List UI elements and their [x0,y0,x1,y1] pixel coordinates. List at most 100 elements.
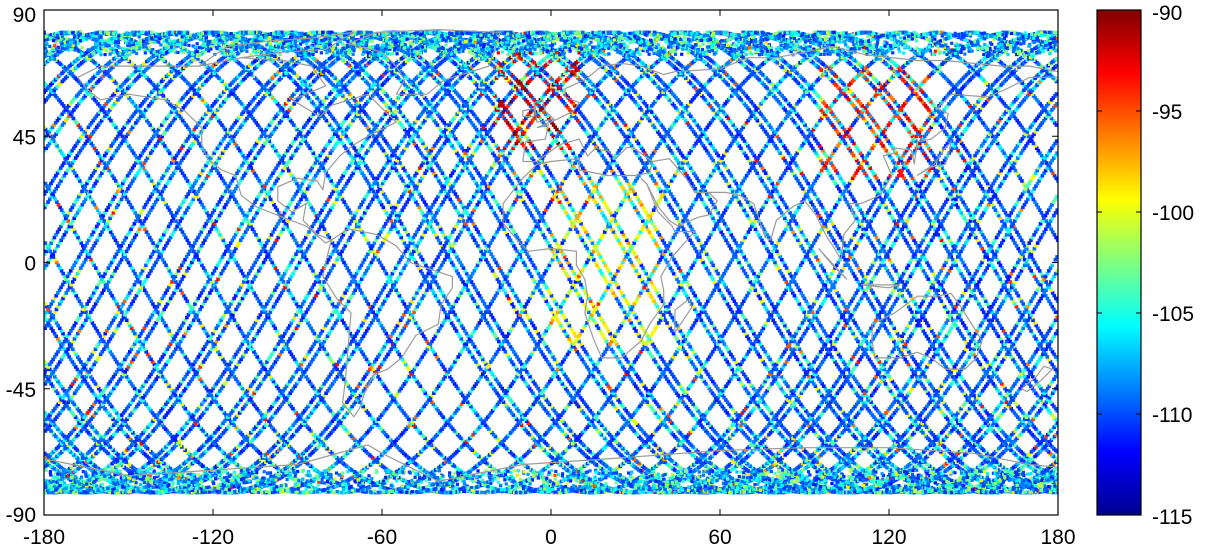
track-point [887,374,891,379]
track-point [657,404,661,409]
track-point [529,377,534,381]
track-point [887,318,892,323]
track-point [914,413,919,417]
track-point [878,127,882,132]
track-point [517,238,521,243]
track-point [592,244,596,248]
track-point [685,339,689,344]
track-point [519,413,524,417]
track-point [835,402,839,407]
track-point [776,192,781,196]
track-point [1034,427,1038,431]
track-point [49,419,54,423]
track-point [922,194,926,199]
track-point [681,334,686,339]
track-point [489,90,494,94]
track-point [567,323,572,328]
track-point [672,94,677,98]
track-point [622,406,627,411]
track-point [752,104,757,108]
track-point [836,404,841,409]
track-point [861,389,865,393]
track-point [998,379,1002,384]
track-point [734,181,739,186]
track-point [632,419,637,423]
track-point [559,189,564,194]
track-point [626,302,630,306]
track-point [883,134,887,139]
track-point [559,134,564,139]
track-point [698,302,702,306]
track-point [566,200,570,204]
track-point [931,211,936,215]
track-point [727,171,732,175]
track-point [964,382,968,386]
track-point [1050,402,1055,407]
track-point [929,384,934,389]
track-point [736,184,740,188]
track-point [625,125,629,130]
track-point [689,347,694,352]
track-point [420,197,425,202]
track-point [595,310,599,314]
track-point [592,184,597,188]
track-point [876,179,881,183]
track-point [513,293,518,298]
track-point [641,326,645,331]
track-point [624,238,629,243]
track-point [660,238,665,243]
track-point [849,90,853,94]
track-point [769,360,774,364]
track-point [505,219,510,223]
track-point [729,293,733,298]
track-point [784,205,789,210]
track-point [847,134,851,139]
track-point [685,161,690,165]
track-point [661,411,666,415]
track-point [545,114,549,119]
track-point [892,148,897,153]
track-point [608,386,612,391]
track-point [606,431,610,435]
track-point [633,90,638,94]
track-point [716,271,720,276]
track-point [781,260,786,265]
track-point [744,94,749,98]
track-point [785,100,789,104]
track-point [482,360,487,364]
track-point [560,370,565,374]
track-point [671,374,676,379]
track-point [347,92,352,96]
track-point [784,429,788,433]
track-point [452,189,456,194]
track-point [931,331,936,336]
track-point [451,249,456,254]
track-point [762,116,766,121]
track-point [990,310,994,314]
track-point [874,355,878,359]
track-point [645,334,650,339]
track-point [565,377,570,381]
track-point [359,156,363,160]
track-point [602,144,606,148]
track-point [546,116,551,121]
track-point [726,288,730,293]
track-point [912,179,916,183]
track-point [753,389,758,393]
track-point [835,171,840,175]
track-point [812,370,816,374]
track-point [789,389,793,393]
track-point [797,347,802,352]
track-point [624,357,629,362]
track-point [817,425,821,429]
track-point [832,114,837,119]
track-point [765,173,770,178]
track-point [986,413,991,417]
track-point [817,96,822,100]
track-point [518,181,523,186]
track-point [948,238,952,243]
track-point [972,339,976,344]
track-point [487,310,492,314]
track-point [890,263,895,268]
track-point [932,434,937,439]
